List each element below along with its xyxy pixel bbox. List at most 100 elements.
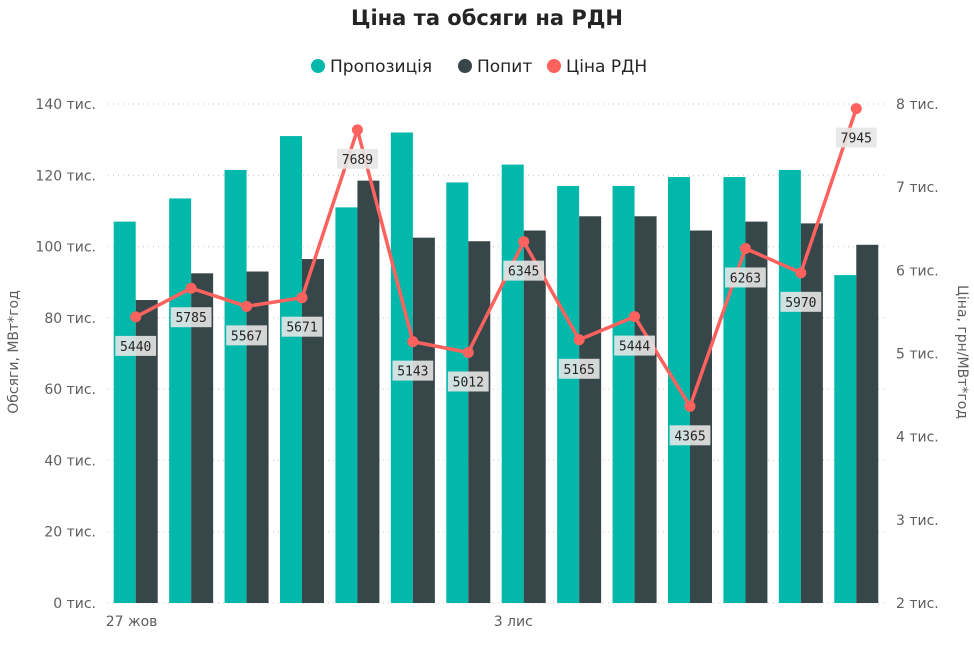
bar-demand xyxy=(690,230,712,603)
bars xyxy=(113,132,879,604)
data-label-bg xyxy=(835,127,877,148)
data-label: 5785 xyxy=(175,311,206,326)
data-label-bg xyxy=(447,371,489,392)
legend-marker-0 xyxy=(311,59,325,73)
bar-supply xyxy=(501,164,524,604)
price-point xyxy=(407,336,419,348)
bar-supply xyxy=(224,169,247,604)
left-axis-ticks: 0 тис. 20 тис. 40 тис. 60 тис. 80 тис. 100 ти… xyxy=(35,97,96,612)
bar-demand xyxy=(579,216,602,603)
data-label-bg xyxy=(226,325,267,346)
data-label-bg xyxy=(170,307,212,328)
left-tick-label: 100 тис. xyxy=(35,240,96,256)
bar-demand xyxy=(412,237,435,604)
price-point xyxy=(795,267,807,279)
legend: Пропозиція Попит Ціна РДН xyxy=(311,57,647,77)
bar-demand xyxy=(800,223,823,603)
bar-supply xyxy=(557,185,580,603)
bar-supply xyxy=(778,169,801,604)
legend-marker-1 xyxy=(458,59,472,73)
left-tick-label: 120 тис. xyxy=(35,168,96,184)
right-tick-label: 7 тис. xyxy=(896,180,939,196)
bar-demand xyxy=(191,273,214,603)
left-tick-label: 20 тис. xyxy=(44,525,96,541)
data-label: 7689 xyxy=(342,153,373,168)
data-label: 5970 xyxy=(785,296,816,311)
left-tick-label: 140 тис. xyxy=(35,97,96,113)
price-point xyxy=(351,124,363,136)
bar-demand xyxy=(135,300,158,603)
bar-demand xyxy=(523,230,546,603)
data-label: 6263 xyxy=(730,271,761,286)
data-label-bg xyxy=(281,316,323,337)
bar-demand xyxy=(468,241,491,603)
bar-demand xyxy=(357,180,380,603)
price-point xyxy=(850,103,862,115)
data-label-bg xyxy=(725,267,766,288)
legend-marker-2 xyxy=(547,59,561,73)
data-label: 5165 xyxy=(563,363,594,378)
data-label-bg xyxy=(614,335,655,356)
bar-supply xyxy=(280,136,302,604)
price-point xyxy=(130,311,142,323)
data-label-bg xyxy=(780,291,822,312)
data-label: 6345 xyxy=(508,265,539,280)
bar-supply xyxy=(612,185,635,603)
right-tick-label: 3 тис. xyxy=(896,513,939,529)
x-tick-label: 27 жов xyxy=(106,614,158,630)
data-label: 5440 xyxy=(120,340,151,355)
data-label-bg xyxy=(669,425,711,446)
bar-demand xyxy=(856,244,879,603)
data-labels: 5440 5785 5567 5671 7689 5143 5012 6345 5165 5444… xyxy=(115,127,877,446)
bar-supply xyxy=(834,275,857,603)
bar-demand xyxy=(302,259,324,603)
legend-label-1: Попит xyxy=(477,57,532,77)
price-point xyxy=(185,282,197,294)
right-axis-title: Ціна, грн/МВт*год xyxy=(954,285,970,419)
bar-supply xyxy=(335,207,358,603)
bar-demand xyxy=(246,271,269,603)
price-point xyxy=(296,292,308,304)
data-label: 5143 xyxy=(397,365,428,380)
left-tick-label: 80 тис. xyxy=(44,311,96,327)
data-label: 5444 xyxy=(619,340,650,355)
bar-supply xyxy=(723,177,746,603)
price-point xyxy=(518,236,530,248)
bar-supply xyxy=(446,182,469,603)
x-tick-label: 3 лис xyxy=(494,614,533,630)
price-point xyxy=(684,400,696,412)
right-tick-label: 5 тис. xyxy=(896,347,939,363)
data-label-bg xyxy=(558,358,600,379)
bar-demand xyxy=(634,216,657,603)
left-tick-label: 40 тис. xyxy=(44,453,96,469)
legend-label-0: Пропозиція xyxy=(330,57,432,77)
bar-supply xyxy=(113,221,136,603)
right-axis-ticks: 2 тис. 3 тис. 4 тис. 5 тис. 6 тис. 7 тис. 8 ти… xyxy=(896,97,939,612)
data-label-bg xyxy=(503,260,545,281)
right-tick-label: 8 тис. xyxy=(896,97,939,113)
bar-demand xyxy=(745,221,768,603)
left-tick-label: 0 тис. xyxy=(53,596,96,612)
data-label-bg xyxy=(337,148,378,169)
gridlines xyxy=(108,103,884,604)
data-label-bg xyxy=(392,360,434,381)
data-label: 5012 xyxy=(453,376,484,391)
price-point xyxy=(739,242,751,254)
right-tick-label: 4 тис. xyxy=(896,430,939,446)
right-tick-label: 6 тис. xyxy=(896,263,939,279)
bar-supply xyxy=(169,198,192,604)
price-point xyxy=(462,347,474,359)
data-label-bg xyxy=(115,335,157,356)
data-label: 4365 xyxy=(674,429,705,444)
price-point xyxy=(241,300,253,312)
price-point xyxy=(629,311,641,323)
chart-title: Ціна та обсяги на РДН xyxy=(351,6,623,30)
left-tick-label: 60 тис. xyxy=(44,382,96,398)
data-label: 5671 xyxy=(286,321,317,336)
x-axis-ticks: 27 жов 3 лис xyxy=(106,614,533,630)
legend-label-2: Ціна РДН xyxy=(566,57,647,77)
price-point xyxy=(573,334,585,346)
data-label: 5567 xyxy=(231,329,262,344)
right-tick-label: 2 тис. xyxy=(896,596,939,612)
